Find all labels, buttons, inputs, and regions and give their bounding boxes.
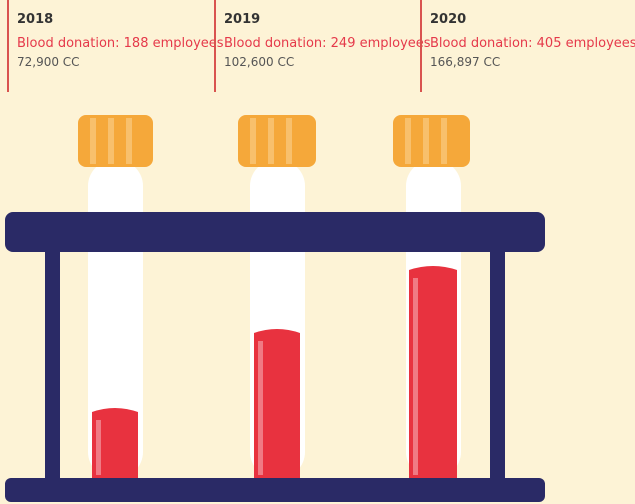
tube [393, 115, 470, 478]
donation-label: Blood donation: 188 employees [17, 36, 224, 51]
donation-label: Blood donation: 405 employees [430, 36, 635, 51]
volume: 102,600 CC [224, 55, 295, 69]
volume: 72,900 CC [17, 55, 80, 69]
year: 2018 [17, 12, 54, 27]
rack [5, 212, 545, 502]
year-block: 2019 Blood donation: 249 employees 102,6… [214, 0, 431, 92]
volume: 166,897 CC [430, 55, 501, 69]
tube [238, 115, 316, 478]
year: 2019 [224, 12, 261, 27]
tube [78, 115, 153, 478]
year-block: 2020 Blood donation: 405 employees 166,8… [420, 0, 635, 92]
donation-label: Blood donation: 249 employees [224, 36, 431, 51]
year-block: 2018 Blood donation: 188 employees 72,90… [7, 0, 224, 92]
year: 2020 [430, 12, 467, 27]
